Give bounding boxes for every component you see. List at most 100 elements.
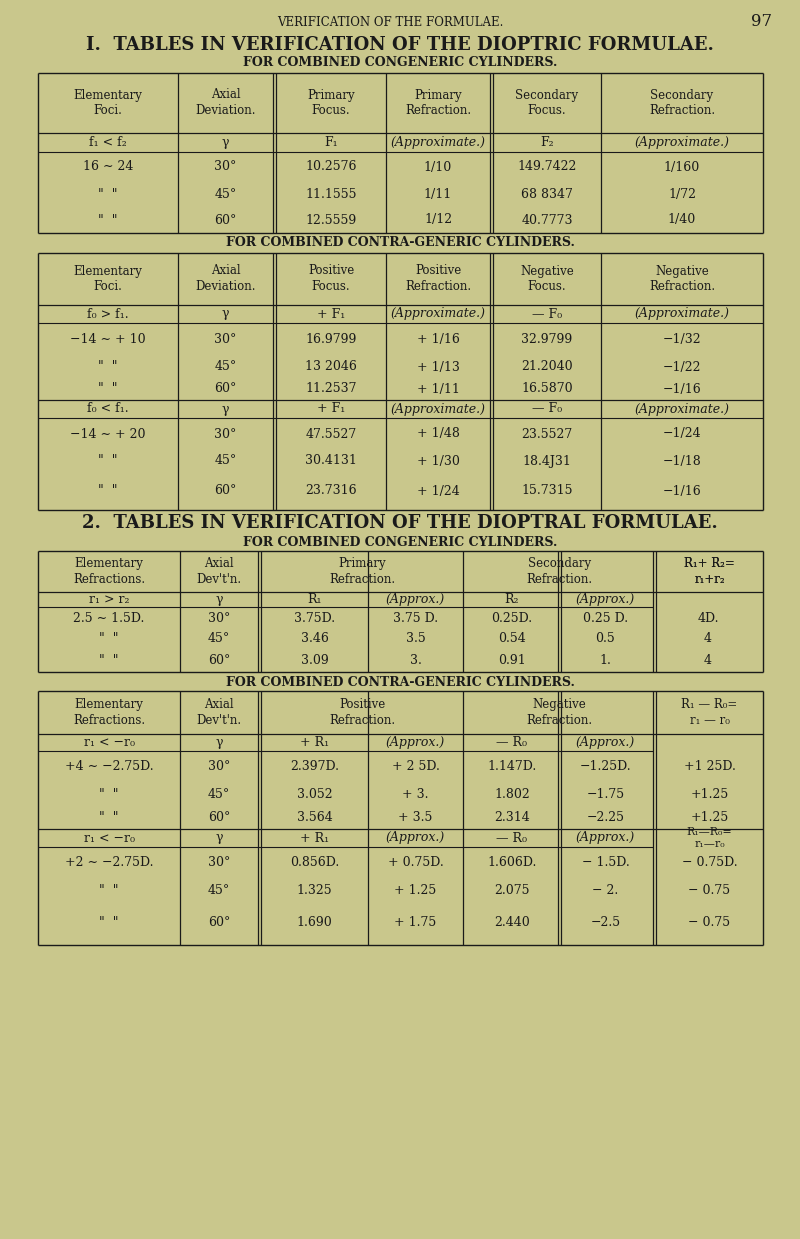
Text: 60°: 60°: [208, 812, 230, 824]
Text: (Approximate.): (Approximate.): [634, 403, 730, 415]
Text: "  ": " ": [99, 883, 118, 897]
Text: 1.606D.: 1.606D.: [487, 856, 537, 870]
Text: Axial
Dev't'n.: Axial Dev't'n.: [197, 558, 242, 586]
Text: 60°: 60°: [208, 917, 230, 929]
Text: 15.7315: 15.7315: [522, 484, 573, 498]
Text: 18.4J31: 18.4J31: [522, 455, 571, 467]
Text: 2.397D.: 2.397D.: [290, 761, 339, 773]
Text: FOR COMBINED CONTRA-GENERIC CYLINDERS.: FOR COMBINED CONTRA-GENERIC CYLINDERS.: [226, 237, 574, 249]
Text: 40.7773: 40.7773: [522, 213, 573, 227]
Text: 16 ∼ 24: 16 ∼ 24: [83, 161, 133, 173]
Text: (Approx.): (Approx.): [386, 831, 445, 845]
Text: 1/10: 1/10: [424, 161, 452, 173]
Text: 2.440: 2.440: [494, 917, 530, 929]
Text: FOR COMBINED CONGENERIC CYLINDERS.: FOR COMBINED CONGENERIC CYLINDERS.: [243, 57, 557, 69]
Text: −1.25D.: −1.25D.: [580, 761, 631, 773]
Text: +1.25: +1.25: [690, 812, 729, 824]
Text: + 3.: + 3.: [402, 788, 429, 800]
Text: 3.: 3.: [410, 653, 422, 667]
Text: "  ": " ": [98, 188, 118, 201]
Text: 97: 97: [751, 14, 773, 31]
Text: 3.564: 3.564: [297, 812, 332, 824]
Text: Secondary
Refraction.: Secondary Refraction.: [526, 558, 593, 586]
Text: Primary
Refraction.: Primary Refraction.: [405, 88, 471, 118]
Text: − 0.75: − 0.75: [689, 917, 730, 929]
Text: 11.2537: 11.2537: [306, 383, 357, 395]
Text: — R₀: — R₀: [497, 736, 527, 750]
Text: "  ": " ": [99, 632, 118, 646]
Text: 45°: 45°: [214, 455, 237, 467]
Text: Negative
Refraction.: Negative Refraction.: [526, 698, 593, 727]
Text: 3.09: 3.09: [301, 653, 328, 667]
Text: R₁+ R₂=
r₁+r₂: R₁+ R₂= r₁+r₂: [684, 558, 735, 586]
Text: 45°: 45°: [208, 883, 230, 897]
Text: VERIFICATION OF THE FORMULAE.: VERIFICATION OF THE FORMULAE.: [277, 16, 503, 28]
Text: 30°: 30°: [208, 761, 230, 773]
Text: FOR COMBINED CONTRA-GENERIC CYLINDERS.: FOR COMBINED CONTRA-GENERIC CYLINDERS.: [226, 675, 574, 689]
Text: (Approximate.): (Approximate.): [634, 307, 730, 321]
Text: Primary
Focus.: Primary Focus.: [307, 88, 355, 118]
Text: + 3.5: + 3.5: [398, 812, 433, 824]
Text: 1/11: 1/11: [424, 188, 452, 201]
Text: (Approximate.): (Approximate.): [390, 307, 486, 321]
Text: 149.7422: 149.7422: [518, 161, 577, 173]
Text: −14 ∼ + 20: −14 ∼ + 20: [70, 427, 146, 441]
Text: 16.5870: 16.5870: [521, 383, 573, 395]
Text: +1.25: +1.25: [690, 788, 729, 800]
Text: + 1.75: + 1.75: [394, 917, 437, 929]
Text: 2.  TABLES IN VERIFICATION OF THE DIOPTRAL FORMULAE.: 2. TABLES IN VERIFICATION OF THE DIOPTRA…: [82, 514, 718, 532]
Text: — R₀: — R₀: [497, 831, 527, 845]
Text: Positive
Refraction.: Positive Refraction.: [405, 264, 471, 294]
Text: 16.9799: 16.9799: [306, 333, 357, 346]
Text: Elementary
Refractions.: Elementary Refractions.: [73, 698, 145, 727]
Text: 1/160: 1/160: [664, 161, 700, 173]
Text: — F₀: — F₀: [532, 307, 562, 321]
Text: f₁ < f₂: f₁ < f₂: [89, 136, 127, 149]
Text: 32.9799: 32.9799: [522, 333, 573, 346]
Text: 60°: 60°: [214, 213, 237, 227]
Text: −1/22: −1/22: [662, 361, 702, 373]
Text: 1/40: 1/40: [668, 213, 696, 227]
Text: γ: γ: [215, 736, 222, 750]
Text: "  ": " ": [98, 383, 118, 395]
Text: 45°: 45°: [208, 632, 230, 646]
Text: −2.25: −2.25: [586, 812, 625, 824]
Text: "  ": " ": [99, 812, 118, 824]
Text: 23.7316: 23.7316: [305, 484, 357, 498]
Text: − 2.: − 2.: [592, 883, 618, 897]
Text: 12.5559: 12.5559: [306, 213, 357, 227]
Text: − 0.75D.: − 0.75D.: [682, 856, 738, 870]
Text: Elementary
Refractions.: Elementary Refractions.: [73, 558, 145, 586]
Text: R₁+ R₂=
r₁+r₂: R₁+ R₂= r₁+r₂: [684, 558, 735, 586]
Text: γ: γ: [222, 403, 230, 415]
Text: Secondary
Focus.: Secondary Focus.: [515, 88, 578, 118]
Text: (Approximate.): (Approximate.): [390, 136, 486, 149]
Text: Positive
Focus.: Positive Focus.: [308, 264, 354, 294]
Text: Negative
Refraction.: Negative Refraction.: [649, 264, 715, 294]
Text: + 1/16: + 1/16: [417, 333, 459, 346]
Text: +2 ∼ −2.75D.: +2 ∼ −2.75D.: [65, 856, 154, 870]
Text: − 0.75: − 0.75: [689, 883, 730, 897]
Text: 60°: 60°: [208, 653, 230, 667]
Text: 23.5527: 23.5527: [522, 427, 573, 441]
Text: 4D.: 4D.: [698, 612, 718, 624]
Text: −1/24: −1/24: [662, 427, 702, 441]
Text: + 2 5D.: + 2 5D.: [391, 761, 439, 773]
Text: −1/16: −1/16: [662, 383, 702, 395]
Text: γ: γ: [222, 136, 230, 149]
Text: + 1/24: + 1/24: [417, 484, 459, 498]
Text: R₁—R₀=
r₁—r₀: R₁—R₀= r₁—r₀: [686, 826, 732, 849]
Text: 1.: 1.: [599, 653, 611, 667]
Text: Elementary
Foci.: Elementary Foci.: [74, 264, 142, 294]
Text: r₁ < −r₀: r₁ < −r₀: [83, 831, 134, 845]
Text: 60°: 60°: [214, 383, 237, 395]
Text: 3.75D.: 3.75D.: [294, 612, 335, 624]
Text: 3.5: 3.5: [406, 632, 426, 646]
Text: (Approximate.): (Approximate.): [634, 136, 730, 149]
Text: f₀ < f₁.: f₀ < f₁.: [87, 403, 129, 415]
Text: r₁ < −r₀: r₁ < −r₀: [83, 736, 134, 750]
Text: Primary
Refraction.: Primary Refraction.: [329, 558, 395, 586]
Text: −14 ∼ + 10: −14 ∼ + 10: [70, 333, 146, 346]
Text: (Approx.): (Approx.): [386, 593, 445, 606]
Text: 1.802: 1.802: [494, 788, 530, 800]
